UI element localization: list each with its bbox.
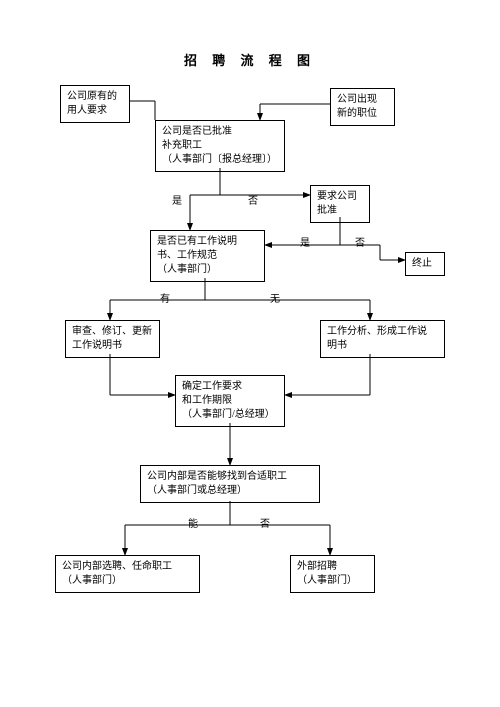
box-define-requirements: 确定工作要求和工作期限（人事部门/总经理） <box>175 375 285 427</box>
label-has: 有 <box>160 290 170 305</box>
box-approved-decision: 公司是否已批准补充职工（人事部门〔报总经理〕） <box>155 120 285 172</box>
box-request-approval: 要求公司批准 <box>310 185 370 223</box>
box-existing-requirement: 公司原有的用人要求 <box>60 85 130 123</box>
label-no-2: 否 <box>355 234 365 249</box>
box-internal-decision: 公司内部是否能够找到合适职工（人事部门或总经理） <box>140 465 320 503</box>
box-internal-select: 公司内部选聘、任命职工（人事部门） <box>55 555 200 593</box>
label-cannot: 否 <box>260 515 270 530</box>
label-no-1: 否 <box>248 192 258 207</box>
box-terminate: 终止 <box>405 252 445 276</box>
label-yes-2: 是 <box>300 234 310 249</box>
box-revise-jobspec: 审查、修订、更新工作说明书 <box>65 320 160 358</box>
box-has-jobspec-decision: 是否已有工作说明书、工作规范（人事部门） <box>150 230 265 282</box>
label-yes-1: 是 <box>172 192 182 207</box>
box-analyze-jobspec: 工作分析、形成工作说明书 <box>320 320 445 358</box>
box-new-position: 公司出现新的职位 <box>330 88 395 126</box>
label-none: 无 <box>270 290 280 305</box>
page-title: 招 聘 流 程 图 <box>0 50 500 69</box>
label-can: 能 <box>188 515 198 530</box>
box-external-recruit: 外部招聘（人事部门） <box>290 555 375 593</box>
